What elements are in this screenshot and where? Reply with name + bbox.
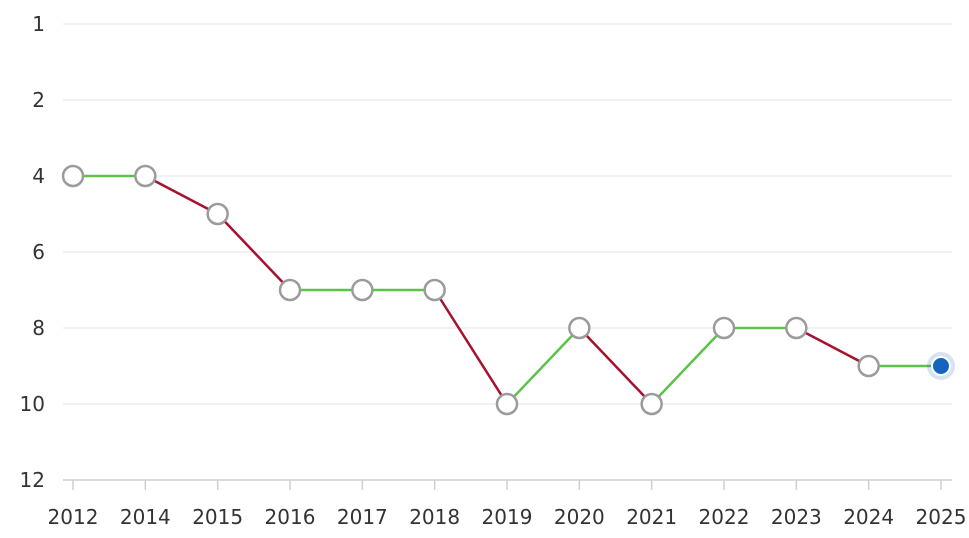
line-segment [216, 212, 292, 292]
data-point [712, 316, 736, 340]
y-tick-label: 6 [32, 240, 45, 264]
x-tick-label: 2022 [699, 505, 750, 529]
x-tick-label: 2021 [626, 505, 677, 529]
line-segment [650, 326, 726, 406]
x-tick-label: 2016 [265, 505, 316, 529]
line-segment [505, 326, 581, 406]
x-tick-label: 2015 [192, 505, 243, 529]
line-segment [144, 174, 219, 216]
y-tick-label: 10 [20, 392, 45, 416]
highlight-point [931, 356, 951, 376]
x-tick-label: 2023 [771, 505, 822, 529]
x-tick-label: 2014 [120, 505, 171, 529]
data-point [351, 278, 374, 302]
x-tick-label: 2017 [337, 505, 388, 529]
data-point [640, 392, 663, 416]
x-tick-label: 2012 [48, 505, 99, 529]
x-tick-label: 2019 [482, 505, 533, 529]
series-segments [71, 174, 943, 406]
data-point [278, 278, 302, 302]
y-tick-label: 8 [32, 316, 45, 340]
y-tick-label: 12 [20, 468, 45, 492]
line-segment [795, 326, 870, 368]
data-point [785, 316, 808, 340]
line-segment [433, 288, 509, 406]
data-point [61, 164, 85, 188]
y-tick-label: 4 [32, 164, 45, 188]
data-point [423, 278, 446, 302]
gridlines [63, 23, 952, 405]
y-tick-label: 2 [32, 88, 45, 112]
data-point [134, 164, 157, 188]
x-tick-label: 2024 [843, 505, 894, 529]
data-point [568, 316, 591, 340]
series-points [61, 164, 955, 416]
y-tick-label: 1 [32, 12, 45, 36]
x-tick-label: 2020 [554, 505, 605, 529]
data-point [206, 202, 229, 226]
x-tick-label: 2018 [409, 505, 460, 529]
data-point [857, 354, 880, 378]
x-tick-label: 2025 [916, 505, 967, 529]
line-segment [578, 326, 653, 406]
data-point [495, 392, 519, 416]
